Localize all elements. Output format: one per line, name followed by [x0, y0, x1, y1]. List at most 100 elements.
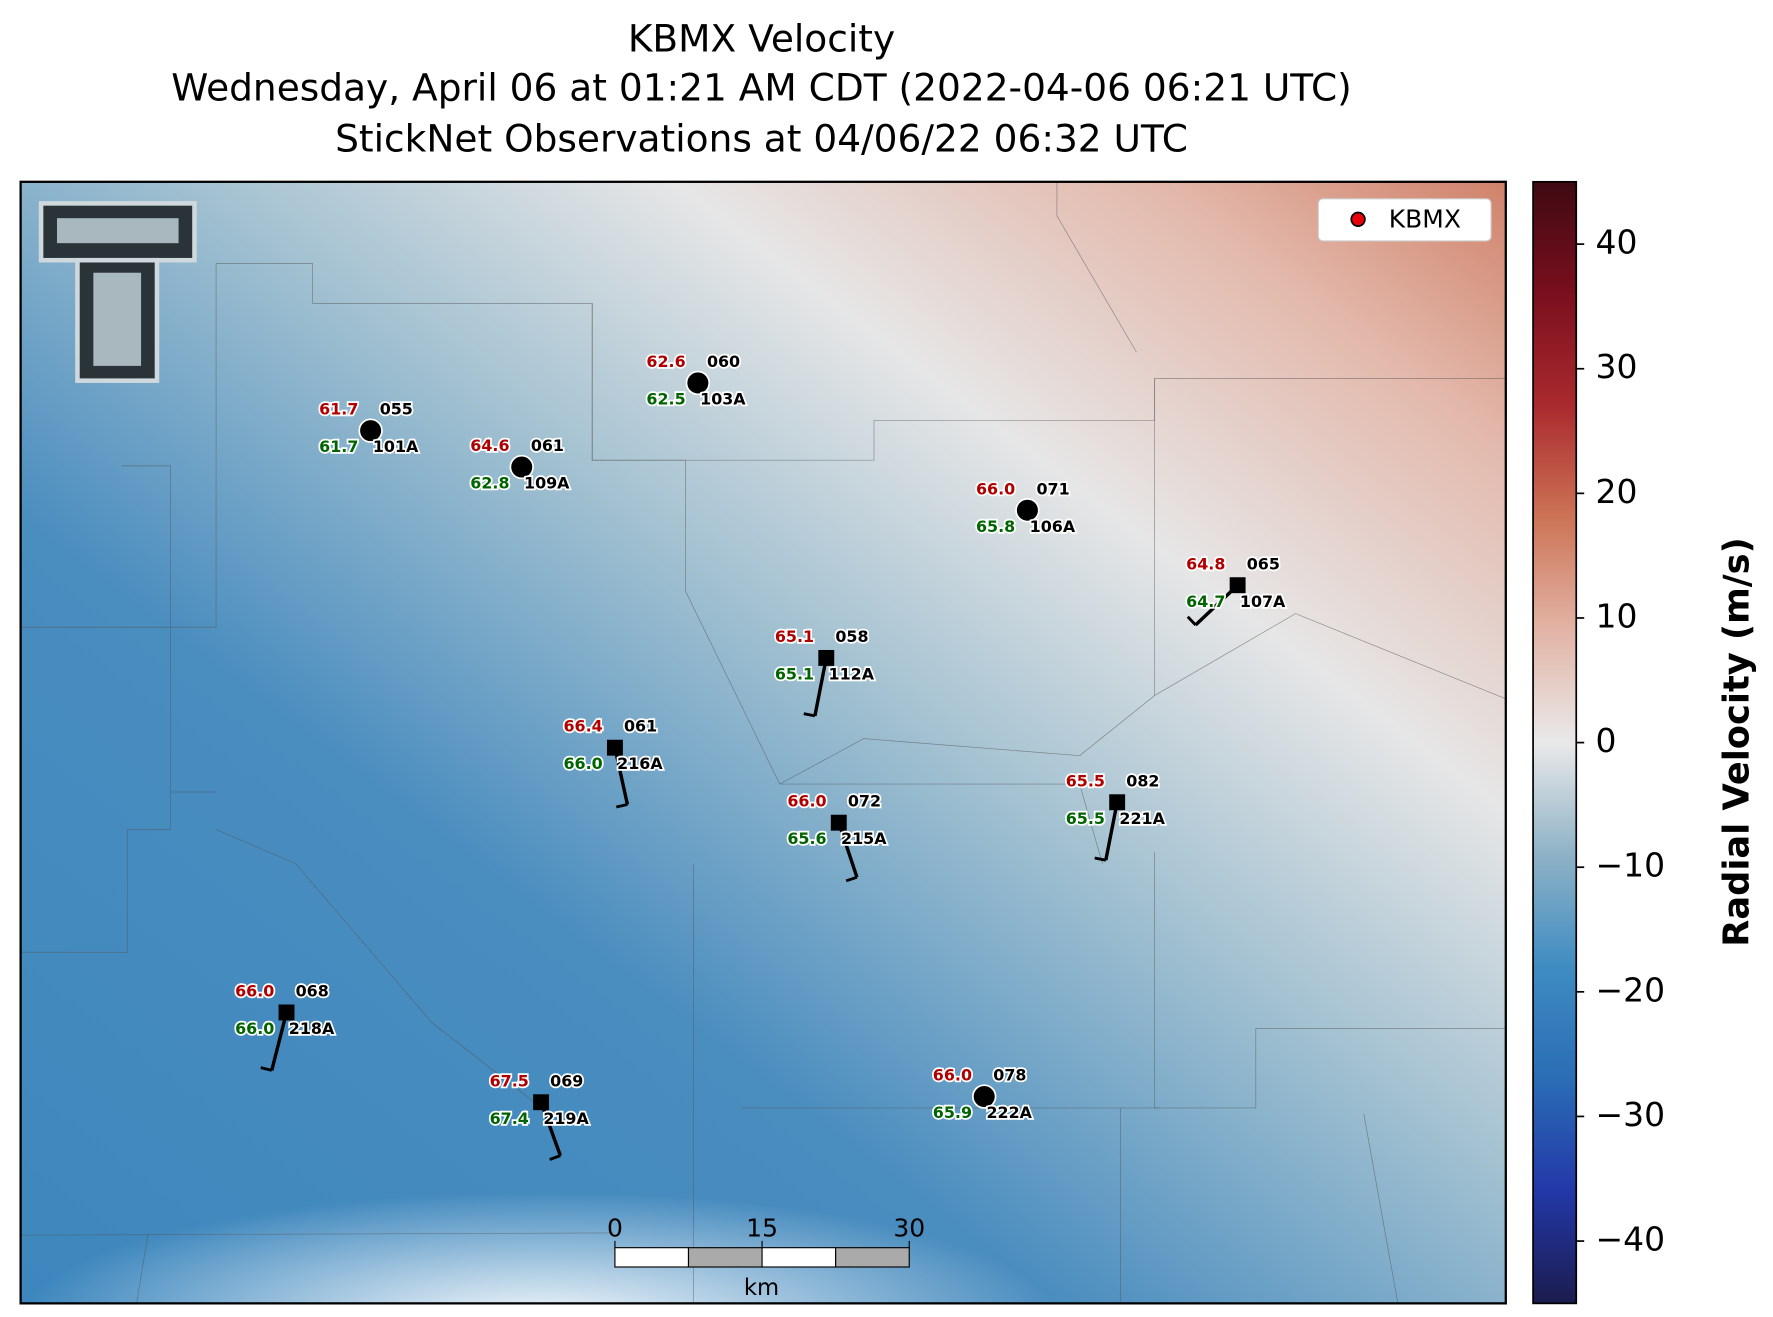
temperature: 66.0 [787, 792, 826, 811]
station: 65.1 058 65.1 112A [773, 625, 876, 718]
station-id: 103A [700, 389, 746, 408]
scale-segment [761, 1247, 837, 1268]
station: 65.5 082 65.5 221A [1064, 770, 1167, 862]
dewpoint: 65.6 [787, 829, 826, 848]
logo [38, 201, 197, 383]
dewpoint: 65.1 [775, 664, 814, 683]
colorbar-tick-label: 0 [1596, 721, 1617, 760]
dewpoint: 65.5 [1066, 809, 1105, 828]
station-marker [972, 1084, 997, 1109]
temperature: 67.5 [490, 1071, 529, 1090]
dewpoint: 67.4 [490, 1109, 529, 1128]
station-id: 221A [1119, 809, 1165, 828]
dewpoint: 65.9 [933, 1103, 972, 1122]
dewpoint: 66.0 [235, 1019, 274, 1038]
no-data-area [20, 931, 1506, 1304]
colorbar-tick-label: −20 [1596, 970, 1666, 1009]
wind-barb [270, 1012, 289, 1071]
colorbar-tick-label: −30 [1596, 1095, 1666, 1134]
wind-barb [539, 1101, 562, 1157]
wind-direction: 065 [1247, 554, 1280, 573]
station: 62.6 060 62.5 103A [645, 350, 748, 410]
station-marker [533, 1094, 550, 1111]
temperature: 66.4 [563, 717, 602, 736]
station: 64.6 061 62.8 109A [469, 434, 572, 494]
wind-direction: 072 [848, 792, 881, 811]
wind-direction: 055 [380, 400, 413, 419]
wind-direction: 061 [531, 436, 564, 455]
scale-segment [687, 1247, 763, 1268]
temperature: 66.0 [235, 982, 274, 1001]
temperature: 65.1 [775, 627, 814, 646]
dewpoint: 65.8 [976, 517, 1015, 536]
station: 66.0 078 65.9 222A [931, 1064, 1034, 1124]
wind-direction: 058 [835, 627, 868, 646]
station: 64.8 065 64.7 107A [1184, 553, 1288, 627]
colorbar-tick-label: 20 [1596, 472, 1638, 511]
wind-barb [613, 747, 630, 805]
station-id: 215A [841, 829, 887, 848]
station-marker [606, 739, 623, 756]
colorbar-tick-label: 10 [1596, 596, 1638, 635]
temperature: 61.7 [319, 400, 358, 419]
station-id: 109A [524, 474, 570, 493]
station: 66.0 068 66.0 218A [233, 980, 337, 1072]
wind-barb-flag [845, 875, 858, 883]
wind-barb-flag [1094, 856, 1107, 862]
temperature: 66.0 [933, 1066, 972, 1085]
wind-direction: 068 [296, 982, 329, 1001]
station-marker [278, 1004, 295, 1021]
dewpoint: 61.7 [319, 437, 358, 456]
wind-direction: 082 [1126, 771, 1159, 790]
station-id: 219A [543, 1109, 589, 1128]
station-marker [509, 454, 534, 480]
dewpoint: 62.8 [470, 474, 509, 493]
colorbar-tick-label: 40 [1596, 223, 1638, 262]
legend: KBMX [1317, 198, 1492, 242]
station-marker [685, 370, 711, 396]
station-id: 101A [373, 437, 419, 456]
wind-barb-flag [1186, 615, 1197, 626]
temperature: 66.0 [976, 479, 1015, 498]
station: 66.0 071 65.8 106A [974, 478, 1077, 538]
dewpoint: 64.7 [1186, 592, 1225, 611]
wind-direction: 071 [1036, 479, 1069, 498]
scale-unit: km [744, 1275, 779, 1301]
temperature: 62.6 [646, 352, 685, 371]
colorbar-tick-label: −40 [1596, 1220, 1666, 1259]
scale-segment [835, 1247, 910, 1268]
scale-bar: km 0 15 30 [607, 1214, 925, 1302]
station: 66.4 061 66.0 216A [562, 715, 665, 809]
colorbar-tick-label: 30 [1596, 347, 1638, 386]
wind-direction: 078 [993, 1066, 1026, 1085]
legend-marker [1350, 211, 1366, 227]
legend-label: KBMX [1389, 204, 1461, 233]
station-id: 216A [617, 754, 663, 773]
station: 61.7 055 61.7 101A [317, 398, 420, 458]
plot-frame [19, 180, 1507, 1305]
colorbar-label: Radial Velocity (m/s) [1717, 537, 1758, 946]
wind-barb [1104, 801, 1119, 861]
station-id: 107A [1240, 592, 1286, 611]
station: 66.0 072 65.6 215A [786, 790, 889, 883]
scale-segment [614, 1247, 690, 1268]
title-line: StickNet Observations at 04/06/22 06:32 … [335, 116, 1188, 160]
wind-barb [837, 822, 859, 878]
map-panel: KBMX 61.7 055 61.7 101A 64.6 061 62.8 109A 62.6 0… [19, 180, 1507, 1305]
station-marker [1109, 794, 1126, 811]
wind-barb-flag [260, 1066, 273, 1072]
temperature: 65.5 [1066, 771, 1105, 790]
temperature: 64.6 [470, 436, 509, 455]
station-id: 106A [1030, 517, 1076, 536]
wind-barb-flag [616, 803, 628, 809]
title-line: Wednesday, April 06 at 01:21 AM CDT (202… [171, 65, 1352, 109]
station-marker [818, 649, 835, 666]
county-lines [20, 181, 1506, 1304]
scale-tick-label: 0 [607, 1214, 623, 1243]
wind-barb-flag [549, 1154, 561, 1161]
dewpoint: 62.5 [646, 389, 685, 408]
colorbar: Radial Velocity (m/s) −40 −30 −20 −10 0 10 20 3… [1532, 180, 1758, 1305]
station-marker [1229, 577, 1246, 594]
scale-tick-label: 15 [746, 1214, 778, 1243]
